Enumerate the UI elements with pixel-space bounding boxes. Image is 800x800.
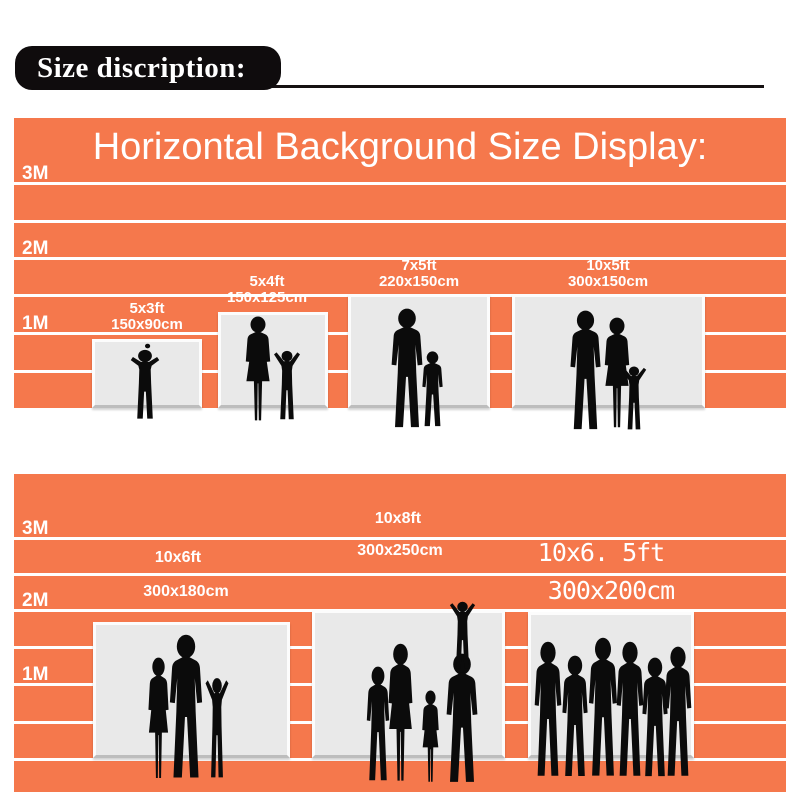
backdrop-label-10x6-cm: 300x180cm — [143, 583, 229, 600]
section-banner-title: Size discription: — [37, 52, 247, 84]
ground-line — [14, 758, 786, 761]
backdrop-label-7x5: 7x5ft 220x150cm — [349, 258, 489, 290]
backdrop-label-5x3: 5x3ft 150x90cm — [77, 301, 217, 333]
backdrop-label-10x5: 10x5ft 300x150cm — [538, 258, 678, 290]
backdrop-label-10x65-ft: 10x6. 5ft — [537, 538, 665, 567]
section-banner: Size discription: — [15, 46, 281, 90]
cheering-child-silhouette — [270, 346, 304, 421]
meter-label-1m: 1M — [22, 664, 49, 685]
boy-silhouette — [202, 671, 232, 780]
meter-label-3m: 3M — [22, 163, 49, 184]
father-silhouette — [440, 653, 484, 785]
backdrop-label-10x8-ft: 10x8ft — [374, 510, 422, 527]
panel1-title: Horizontal Background Size Display: — [92, 126, 708, 168]
size-cm: 220x150cm — [378, 273, 460, 290]
backdrop-label-10x65-cm: 300x200cm — [547, 576, 675, 605]
boy-silhouette — [418, 351, 447, 428]
meter-line-2p5m — [14, 220, 786, 223]
size-cm: 150x125cm — [226, 289, 308, 306]
banner-underline — [150, 85, 764, 88]
meter-label-2m: 2M — [22, 590, 49, 611]
cheering-child-silhouette — [618, 362, 650, 431]
backdrop-label-5x4: 5x4ft 150x125cm — [197, 274, 337, 306]
size-cm: 150x90cm — [111, 316, 183, 333]
toddler-silhouette — [126, 343, 164, 422]
meter-line-2p5m — [14, 573, 786, 576]
meter-line-3m — [14, 182, 786, 185]
size-ft: 5x4ft — [249, 273, 285, 290]
team-man-silhouette — [659, 646, 697, 779]
meter-line-3m — [14, 537, 786, 540]
backdrop-5x4 — [218, 312, 328, 408]
meter-line-2m — [14, 257, 786, 260]
child-on-shoulders-silhouette — [446, 597, 479, 670]
mother-silhouette — [381, 643, 420, 784]
meter-label-1m: 1M — [22, 313, 49, 334]
size-ft: 10x5ft — [586, 257, 630, 274]
meter-label-2m: 2M — [22, 238, 49, 259]
size-ft: 5x3ft — [129, 300, 165, 317]
backdrop-label-10x6-ft: 10x6ft — [154, 549, 202, 566]
backdrop-label-10x8-cm: 300x250cm — [357, 542, 443, 559]
meter-label-3m: 3M — [22, 518, 49, 539]
size-cm: 300x150cm — [567, 273, 649, 290]
size-ft: 7x5ft — [401, 257, 437, 274]
